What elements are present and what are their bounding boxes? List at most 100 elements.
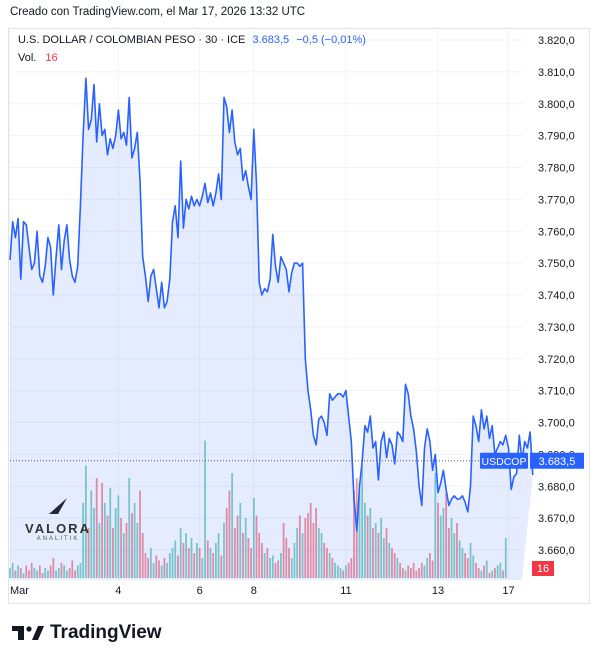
volume-bar <box>420 563 423 578</box>
volume-bar <box>120 518 122 578</box>
volume-bar <box>475 563 477 578</box>
volume-badge <box>532 561 554 576</box>
volume-bar <box>9 568 11 578</box>
volume-bar <box>131 513 133 578</box>
volume-bar <box>372 528 374 578</box>
volume-bar <box>301 533 304 578</box>
watermark-name: VALORA <box>25 521 91 536</box>
y-tick-label: 3.810,0 <box>538 67 575 79</box>
x-tick-label: 17 <box>502 585 514 597</box>
volume-bar <box>231 473 234 578</box>
volume-bar <box>109 488 112 578</box>
y-tick-label: 3.680,0 <box>538 481 575 493</box>
x-tick-label: Mar <box>10 585 29 597</box>
volume-bar <box>193 553 196 578</box>
volume-bar <box>358 483 361 578</box>
volume-bar <box>68 568 71 578</box>
volume-bar <box>277 560 280 578</box>
volume-bar <box>112 528 114 578</box>
volume-bar <box>350 558 353 578</box>
volume-bar <box>494 568 496 578</box>
volume-bar <box>428 553 431 578</box>
volume-bar <box>212 553 215 578</box>
volume-bar <box>288 548 290 578</box>
volume-bar <box>60 563 63 578</box>
volume-badge-label: 16 <box>537 563 549 575</box>
x-tick-label: 11 <box>340 585 351 597</box>
volume-bar <box>296 528 299 578</box>
volume-bar <box>399 563 401 578</box>
y-tick-label: 3.700,0 <box>538 418 575 430</box>
volume-bar <box>309 503 312 578</box>
volume-bar <box>144 553 147 578</box>
price-badge-label: 3.683,5 <box>539 456 576 468</box>
volume-bar <box>377 533 380 578</box>
y-tick-label: 3.770,0 <box>538 194 575 206</box>
volume-bar <box>483 565 485 578</box>
volume-bar <box>426 558 429 578</box>
volume-bar <box>347 563 350 578</box>
y-tick-label: 3.790,0 <box>538 131 575 143</box>
x-tick-label: 13 <box>432 585 444 597</box>
volume-bar <box>217 533 220 578</box>
price-line <box>9 77 534 532</box>
volume-bar <box>366 515 369 578</box>
volume-bar <box>258 533 261 578</box>
volume-bar <box>472 555 475 578</box>
volume-bar <box>480 570 483 578</box>
volume-bar <box>233 528 236 578</box>
volume-bar <box>453 533 456 578</box>
volume-bar <box>361 465 364 578</box>
volume-bar <box>244 518 247 578</box>
volume-bar <box>76 565 79 578</box>
volume-bar <box>74 570 76 578</box>
tradingview-footer[interactable]: TradingView <box>12 622 162 644</box>
volume-bar <box>499 563 502 578</box>
volume-bar <box>14 570 17 578</box>
volume-bar <box>204 440 206 578</box>
volume-bar <box>369 508 372 578</box>
volume-bar <box>84 465 87 578</box>
volume-bar <box>407 565 410 578</box>
y-tick-label: 3.660,0 <box>538 545 575 557</box>
volume-bar <box>304 518 307 578</box>
volume-bar <box>353 490 355 578</box>
volume-bar <box>274 563 277 578</box>
volume-bar <box>25 565 28 578</box>
volume-bar <box>209 548 212 578</box>
volume-bar <box>401 568 404 578</box>
x-tick-label: 6 <box>197 585 203 597</box>
volume-bar <box>38 565 41 578</box>
volume-bar <box>504 538 507 578</box>
volume-bar <box>103 503 106 578</box>
volume-bar <box>293 543 296 578</box>
volume-bar <box>168 553 171 578</box>
volume-bar <box>166 563 169 578</box>
y-tick-label: 3.760,0 <box>538 226 575 238</box>
volume-bar <box>155 555 158 578</box>
volume-bar <box>496 565 499 578</box>
symbol-badge <box>480 452 528 469</box>
volume-bar <box>336 565 339 578</box>
volume-bar <box>412 563 415 578</box>
y-tick-label: 3.750,0 <box>538 258 575 270</box>
volume-bar <box>79 563 82 578</box>
volume-bar <box>485 560 488 578</box>
volume-bar <box>214 543 217 578</box>
tradingview-brand: TradingView <box>50 622 162 643</box>
volume-bar <box>95 478 98 578</box>
volume-bar <box>415 570 418 578</box>
y-tick-label: 3.740,0 <box>538 290 575 302</box>
volume-label: Vol. <box>18 52 37 64</box>
volume-bar <box>122 533 125 578</box>
volume-bar <box>450 518 453 578</box>
volume-bar <box>82 503 85 578</box>
volume-bar <box>445 493 448 578</box>
volume-bar <box>423 565 426 578</box>
volume-bar <box>282 523 285 578</box>
volume-bar <box>114 508 117 578</box>
tradingview-logo-icon <box>12 626 44 640</box>
volume-bar <box>307 513 309 578</box>
volume-bar <box>339 568 342 578</box>
